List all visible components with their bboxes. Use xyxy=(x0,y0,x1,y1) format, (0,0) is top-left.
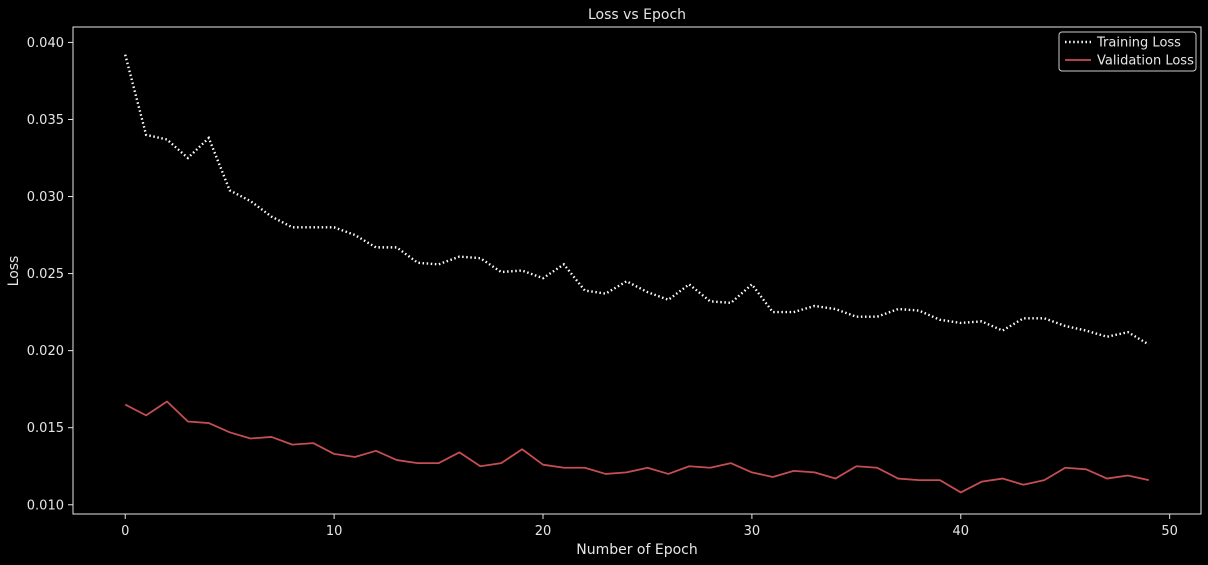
y-tick-label: 0.040 xyxy=(27,36,64,51)
x-tick-label: 0 xyxy=(121,524,129,539)
x-tick-label: 40 xyxy=(953,524,970,539)
y-tick-label: 0.010 xyxy=(27,498,64,513)
y-tick-label: 0.035 xyxy=(27,113,64,128)
chart-title: Loss vs Epoch xyxy=(588,7,686,23)
y-tick-label: 0.015 xyxy=(27,421,64,436)
legend-label-validation-loss: Validation Loss xyxy=(1097,54,1194,69)
x-axis-ticks: 0 10 20 30 40 50 xyxy=(121,514,1178,539)
x-tick-label: 50 xyxy=(1161,524,1178,539)
y-tick-label: 0.020 xyxy=(27,344,64,359)
x-tick-label: 20 xyxy=(535,524,552,539)
series-layer xyxy=(124,54,1150,494)
x-tick-label: 30 xyxy=(744,524,761,539)
y-axis-ticks: 0.010 0.015 0.020 0.025 0.030 0.035 0.040 xyxy=(27,36,73,513)
legend: Training Loss Validation Loss xyxy=(1058,31,1197,72)
x-tick-label: 10 xyxy=(326,524,343,539)
series-line-validation-loss xyxy=(124,400,1149,494)
legend-label-training-loss: Training Loss xyxy=(1096,36,1181,51)
y-tick-label: 0.030 xyxy=(27,190,64,205)
series-line-training-loss xyxy=(124,54,1150,346)
legend-box xyxy=(1058,31,1197,72)
x-axis-title: Number of Epoch xyxy=(576,542,698,558)
plot-frame xyxy=(72,26,1202,515)
y-axis-title: Loss xyxy=(6,256,22,287)
y-tick-label: 0.025 xyxy=(27,267,64,282)
